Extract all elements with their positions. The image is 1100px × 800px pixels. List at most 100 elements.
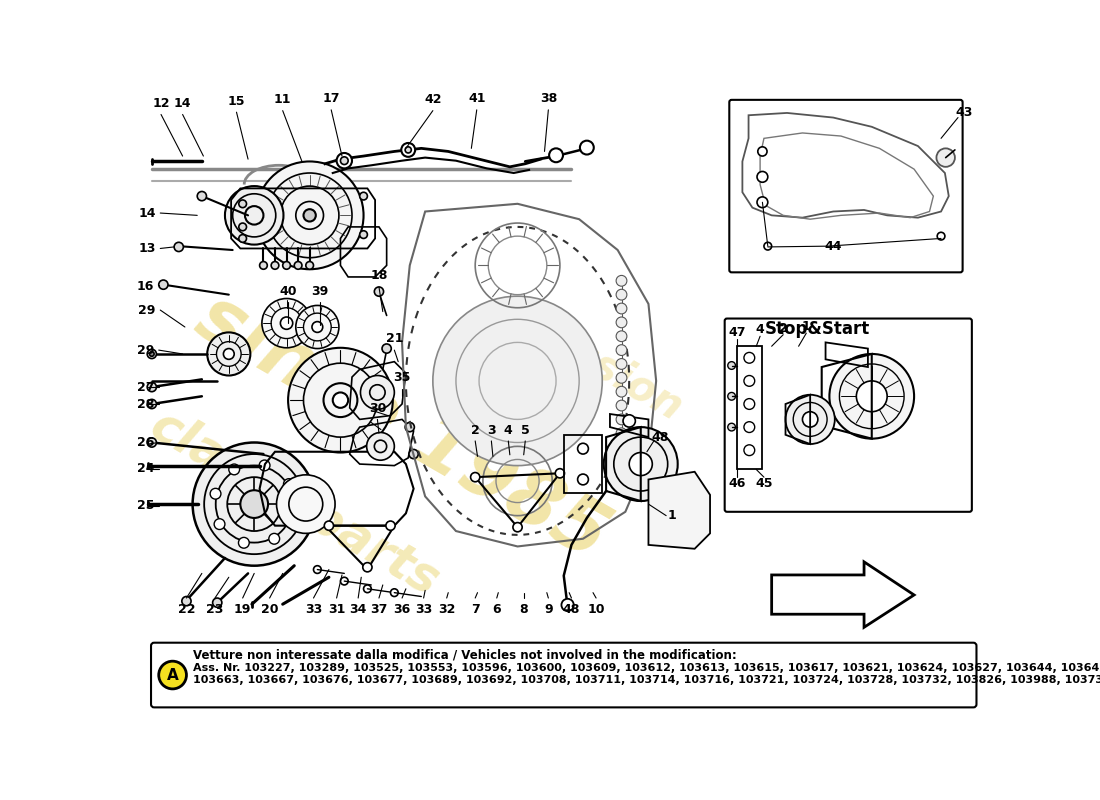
Text: 22: 22 [178,602,195,616]
Circle shape [304,209,316,222]
Text: 32: 32 [438,602,455,616]
Text: 46: 46 [728,477,746,490]
FancyBboxPatch shape [729,100,962,272]
Circle shape [214,518,224,530]
Text: passion: passion [514,302,691,429]
Text: 11: 11 [274,93,292,106]
Text: 9: 9 [544,602,552,616]
Text: 14: 14 [139,206,156,219]
Text: 25: 25 [136,499,154,512]
Circle shape [284,478,295,490]
Circle shape [324,521,333,530]
Circle shape [829,354,914,438]
Circle shape [616,317,627,328]
Text: 6: 6 [493,602,502,616]
Text: 23: 23 [207,602,223,616]
Text: since 1985: since 1985 [184,279,620,574]
Text: 1: 1 [668,509,675,522]
Circle shape [212,598,222,607]
Circle shape [147,399,156,409]
Circle shape [616,303,627,314]
Circle shape [561,599,574,611]
Text: 30: 30 [368,402,386,414]
Circle shape [363,585,372,593]
Circle shape [239,234,246,242]
Circle shape [360,230,367,238]
Text: A: A [167,667,178,682]
Text: 45: 45 [756,477,772,490]
Text: 7: 7 [471,602,480,616]
Circle shape [182,597,191,606]
Circle shape [239,223,246,230]
Circle shape [361,375,394,410]
Circle shape [580,141,594,154]
Circle shape [616,442,627,453]
Text: 15: 15 [228,94,245,107]
Text: 29: 29 [136,344,154,357]
Circle shape [207,332,251,375]
Circle shape [744,375,755,386]
Text: 2: 2 [779,322,788,334]
Circle shape [744,353,755,363]
Polygon shape [772,562,914,627]
Circle shape [210,488,221,499]
Text: Stop&Start: Stop&Start [766,319,870,338]
Circle shape [728,362,736,370]
Circle shape [616,275,627,286]
Text: 42: 42 [425,93,441,106]
Circle shape [283,262,290,270]
Circle shape [616,455,627,466]
Text: 41: 41 [468,92,485,106]
Circle shape [578,474,588,485]
Circle shape [802,412,818,427]
Text: 44: 44 [825,240,842,253]
Text: 48: 48 [563,602,580,616]
Text: 29: 29 [139,303,156,317]
Circle shape [147,382,156,392]
Circle shape [629,453,652,476]
Circle shape [616,290,627,300]
Circle shape [390,589,398,597]
Circle shape [288,348,393,453]
Circle shape [192,442,316,566]
Circle shape [262,298,311,348]
Circle shape [276,475,336,534]
Circle shape [314,566,321,574]
Circle shape [758,147,767,156]
Text: 4: 4 [756,323,764,336]
Circle shape [333,393,349,408]
Text: 24: 24 [136,462,154,475]
Circle shape [260,262,267,270]
Circle shape [471,473,480,482]
Circle shape [337,153,352,168]
Text: 34: 34 [350,602,366,616]
Circle shape [616,400,627,411]
Circle shape [616,428,627,438]
Text: 18: 18 [371,270,387,282]
Circle shape [616,331,627,342]
Circle shape [616,373,627,383]
Circle shape [744,422,755,433]
Text: 3: 3 [487,424,496,437]
Circle shape [856,381,887,412]
Circle shape [255,162,363,270]
Circle shape [763,242,772,250]
Text: 13: 13 [139,242,156,255]
Text: 36: 36 [394,602,410,616]
Text: 39: 39 [311,285,328,298]
Circle shape [616,358,627,370]
Circle shape [158,661,187,689]
Circle shape [578,443,588,454]
Text: 8: 8 [519,602,528,616]
Text: 38: 38 [540,92,557,106]
Text: 27: 27 [136,381,154,394]
Circle shape [147,438,156,447]
Circle shape [366,433,395,460]
Text: 21: 21 [386,333,403,346]
Text: 37: 37 [371,602,387,616]
Circle shape [604,427,678,501]
Text: 43: 43 [956,106,972,119]
Text: 48: 48 [651,430,669,444]
FancyBboxPatch shape [151,642,977,707]
Text: 47: 47 [728,326,746,338]
